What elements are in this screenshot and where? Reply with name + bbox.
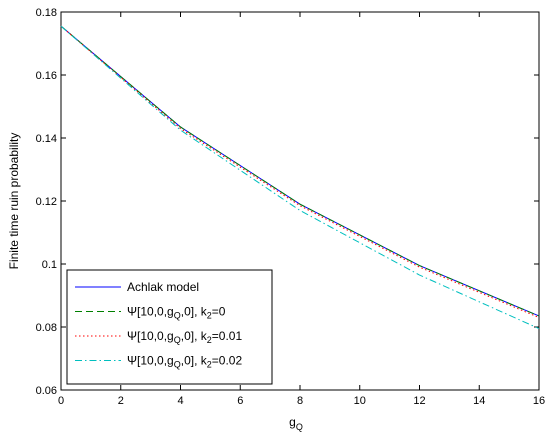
legend-label-4: Ψ[10,0,gQ,0], k2=0.02: [127, 354, 242, 370]
x-tick-label: 10: [354, 395, 366, 407]
y-axis-label: Finite time ruin probability: [7, 133, 21, 270]
x-axis-label-main: g: [289, 415, 296, 429]
legend-label-part: ,0], k: [181, 305, 208, 319]
legend-label-part: Q: [174, 311, 181, 321]
legend-label-part: =0.01: [212, 329, 243, 343]
x-axis-label: gQ: [289, 415, 303, 432]
y-tick-label: 0.1: [42, 259, 57, 271]
legend-label-part: Ψ[10,0,g: [127, 354, 174, 368]
x-tick-label: 12: [413, 395, 425, 407]
series-line-4: [60, 25, 540, 330]
legend-label-part: Q: [174, 360, 181, 370]
legend-label-2: Ψ[10,0,gQ,0], k2=0: [127, 305, 226, 321]
x-tick-label: 16: [533, 395, 545, 407]
y-tick-label: 0.18: [36, 7, 57, 19]
legend-label-part: Ψ[10,0,g: [127, 329, 174, 343]
x-tick-label: 8: [297, 395, 303, 407]
legend-label-part: 2: [207, 360, 212, 370]
y-tick-label: 0.08: [36, 322, 57, 334]
legend-label-3: Ψ[10,0,gQ,0], k2=0.01: [127, 329, 242, 345]
legend-label-part: =0.02: [212, 354, 243, 368]
x-tick-label: 6: [237, 395, 243, 407]
x-tick-label: 2: [118, 395, 124, 407]
series-line-2: [60, 25, 540, 317]
legend-label-part: 2: [207, 335, 212, 345]
x-tick-label: 0: [58, 395, 64, 407]
y-tick-label: 0.14: [36, 133, 57, 145]
y-tick-label: 0.12: [36, 196, 57, 208]
legend-box: [66, 269, 273, 385]
y-tick-label: 0.06: [36, 385, 57, 397]
legend-label-part: Ψ[10,0,g: [127, 305, 174, 319]
series-lines: [60, 25, 540, 330]
x-axis-label-subscript: Q: [296, 422, 303, 432]
x-tick-label: 4: [177, 395, 183, 407]
legend-label-part: 2: [207, 311, 212, 321]
axis-ticks: 0 2 4 6 8 10 12 14 16 0.06 0.08 0.1 0.12 0.14 0.16 0.18: [36, 7, 546, 407]
legend-label-1: Achlak model: [127, 280, 199, 294]
x-tick-label: 14: [473, 395, 485, 407]
y-tick-label: 0.16: [36, 70, 57, 82]
legend-label-part: ,0], k: [181, 354, 208, 368]
legend-label-part: =0: [212, 305, 226, 319]
series-line-3: [60, 25, 540, 319]
legend-label-part: ,0], k: [181, 329, 208, 343]
legend-label-part: Q: [174, 335, 181, 345]
